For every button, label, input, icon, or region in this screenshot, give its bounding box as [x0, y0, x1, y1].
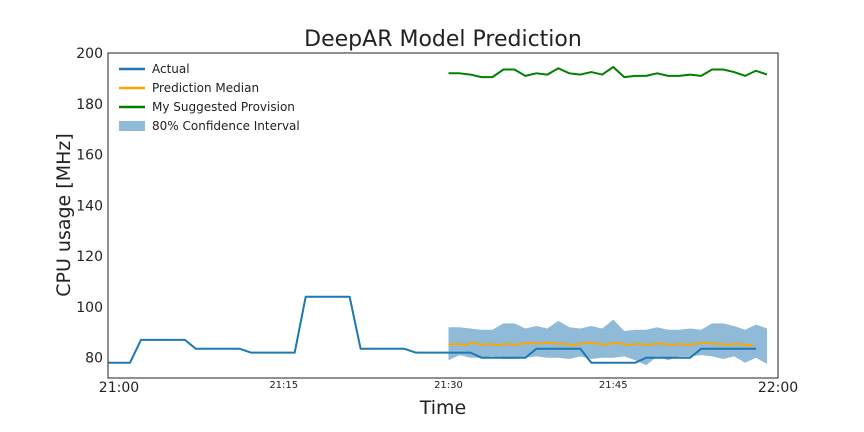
- y-tick-label: 80: [85, 351, 103, 367]
- x-tick-label: 21:00: [99, 380, 139, 396]
- y-tick-label: 160: [76, 148, 103, 164]
- x-tick-label: 21:30: [434, 380, 463, 391]
- y-axis-ticks: 80 100 120 140 160 180 200: [76, 46, 103, 367]
- y-tick-label: 180: [76, 97, 103, 113]
- x-tick-label: 21:15: [269, 380, 298, 391]
- legend-label-my-suggested-provision: My Suggested Provision: [152, 100, 295, 114]
- series-line-actual: [108, 295, 757, 364]
- legend-label-actual: Actual: [152, 62, 190, 76]
- y-tick-label: 100: [76, 300, 103, 316]
- series-line-prediction-median: [448, 341, 754, 346]
- confidence-band: [448, 319, 768, 366]
- chart-legend: Actual Prediction Median My Suggested Prov…: [119, 62, 300, 133]
- legend-label-prediction-median: Prediction Median: [152, 81, 259, 95]
- y-tick-label: 200: [76, 46, 103, 62]
- y-tick-label: 140: [76, 198, 103, 214]
- legend-swatch-80-confidence-interval: [119, 121, 145, 131]
- x-axis-ticks: 21:00 21:15 21:30 21:45 22:00: [99, 380, 798, 396]
- x-axis-label: Time: [419, 397, 467, 419]
- x-tick-label: 21:45: [599, 380, 628, 391]
- y-tick-label: 120: [76, 249, 103, 265]
- plot-area: [108, 65, 768, 366]
- x-tick-label: 22:00: [758, 380, 798, 396]
- y-axis-label: CPU usage [MHz]: [53, 133, 75, 297]
- chart-title: DeepAR Model Prediction: [304, 27, 582, 52]
- series-line-my-suggested-provision: [448, 65, 768, 79]
- legend-label-80-confidence-interval: 80% Confidence Interval: [152, 119, 300, 133]
- plot-frame: [107, 52, 779, 379]
